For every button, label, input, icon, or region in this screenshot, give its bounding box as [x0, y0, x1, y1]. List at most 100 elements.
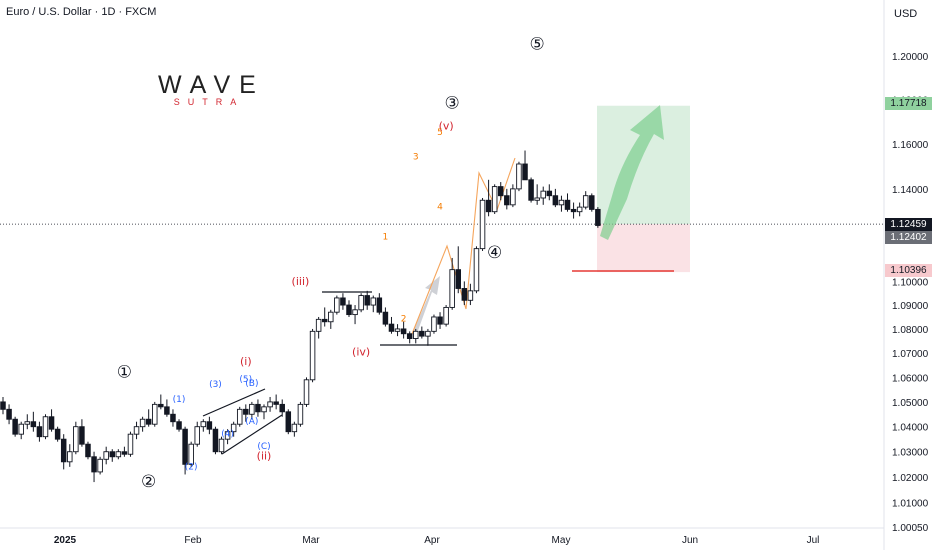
candle	[582, 191, 589, 210]
candle	[449, 257, 455, 310]
candle-body-down	[91, 456, 97, 473]
candle-body-down	[400, 328, 407, 335]
candle-body-down	[273, 401, 279, 405]
candle-body-up	[334, 297, 340, 313]
candle	[546, 184, 553, 201]
candle-body-down	[170, 413, 176, 423]
candle-body-down	[30, 421, 37, 428]
candle	[145, 409, 152, 427]
candle	[431, 314, 437, 334]
candle-body-up	[540, 190, 546, 199]
candle-body-up	[133, 426, 140, 435]
price-tick-label: 1.07000	[892, 349, 929, 360]
candle-body-down	[552, 195, 559, 206]
time-tick-label: Jul	[807, 535, 820, 546]
time-tick-label: Mar	[302, 535, 320, 546]
price-tick-label: 1.16000	[892, 140, 929, 151]
wave-label: ④	[487, 243, 502, 263]
logo-sub: SUTRA	[173, 97, 245, 107]
candle-body-down	[158, 403, 164, 408]
candle-body-up	[127, 433, 134, 455]
candle-body-up	[230, 423, 237, 433]
candle	[497, 182, 504, 201]
candle-body-up	[576, 206, 583, 213]
candle-body-up	[491, 186, 498, 213]
candle-body-up	[394, 328, 401, 332]
wave-label: 4	[437, 202, 443, 212]
wedge-lower-line	[221, 414, 283, 455]
candle	[212, 426, 219, 455]
candle	[419, 326, 425, 339]
candle	[303, 377, 310, 407]
candle	[109, 449, 116, 462]
candle-body-down	[48, 416, 55, 430]
candle	[115, 449, 122, 460]
candle	[6, 404, 12, 425]
candle-body-down	[570, 208, 577, 213]
candle-body-down	[176, 421, 182, 430]
wave-label: (2)	[185, 462, 198, 472]
symbol-title[interactable]: Euro / U.S. Dollar · 1D · FXCM	[6, 6, 157, 18]
candle-body-up	[431, 316, 437, 332]
candle	[479, 197, 486, 251]
wave-label: (iii)	[292, 275, 310, 288]
candle	[297, 401, 304, 427]
candle-body-down	[121, 451, 128, 455]
candle-body-up	[443, 306, 449, 325]
candle-body-down	[182, 428, 188, 465]
candle-body-up	[328, 311, 334, 323]
candle-body-up	[291, 423, 298, 433]
candle-body-up	[479, 199, 486, 250]
candle	[255, 399, 261, 417]
candle-body-down	[36, 426, 43, 438]
candle	[103, 446, 109, 465]
candle	[73, 421, 79, 455]
candle-body-down	[206, 421, 213, 430]
wave-label: 5	[437, 128, 443, 138]
candle-body-down	[212, 428, 219, 453]
candle-body-down	[85, 443, 91, 458]
candle-body-up	[315, 318, 322, 332]
candle	[437, 312, 443, 329]
candle	[164, 399, 170, 417]
candle	[528, 177, 534, 203]
candle	[394, 324, 401, 337]
candle-body-up	[236, 408, 243, 425]
candle	[589, 193, 595, 212]
candle-body-up	[297, 403, 304, 425]
candle	[443, 305, 449, 327]
price-tick-label: 1.04000	[892, 423, 929, 434]
candle	[151, 401, 158, 427]
candle	[455, 246, 462, 294]
candle-body-up	[510, 188, 516, 206]
candle-body-up	[103, 451, 109, 460]
candle-body-down	[6, 408, 12, 420]
candle	[321, 307, 328, 327]
candle-body-down	[60, 438, 67, 463]
candle	[236, 406, 243, 427]
candle	[24, 414, 31, 430]
candle	[97, 456, 103, 475]
candle	[516, 161, 522, 192]
wave-label: (A)	[245, 417, 258, 427]
candle-body-up	[449, 269, 455, 308]
candle-body-down	[437, 316, 443, 325]
candle	[188, 441, 194, 467]
candle-body-up	[200, 421, 207, 428]
wave-label: 1	[383, 232, 389, 242]
candle	[564, 193, 571, 212]
candle	[139, 416, 146, 432]
previous-close-tag: 1.12402	[885, 231, 932, 244]
target-price-tag: 1.17718	[885, 97, 932, 110]
candle-body-down	[419, 330, 425, 337]
candle	[158, 394, 164, 410]
time-tick-label: 2025	[54, 535, 77, 546]
wave-label: ②	[141, 472, 156, 492]
candle	[491, 184, 498, 214]
currency-label[interactable]: USD	[894, 8, 918, 20]
candle-body-up	[18, 423, 24, 435]
candle-body-down	[497, 186, 504, 197]
candle	[340, 293, 346, 310]
candle	[352, 305, 358, 325]
